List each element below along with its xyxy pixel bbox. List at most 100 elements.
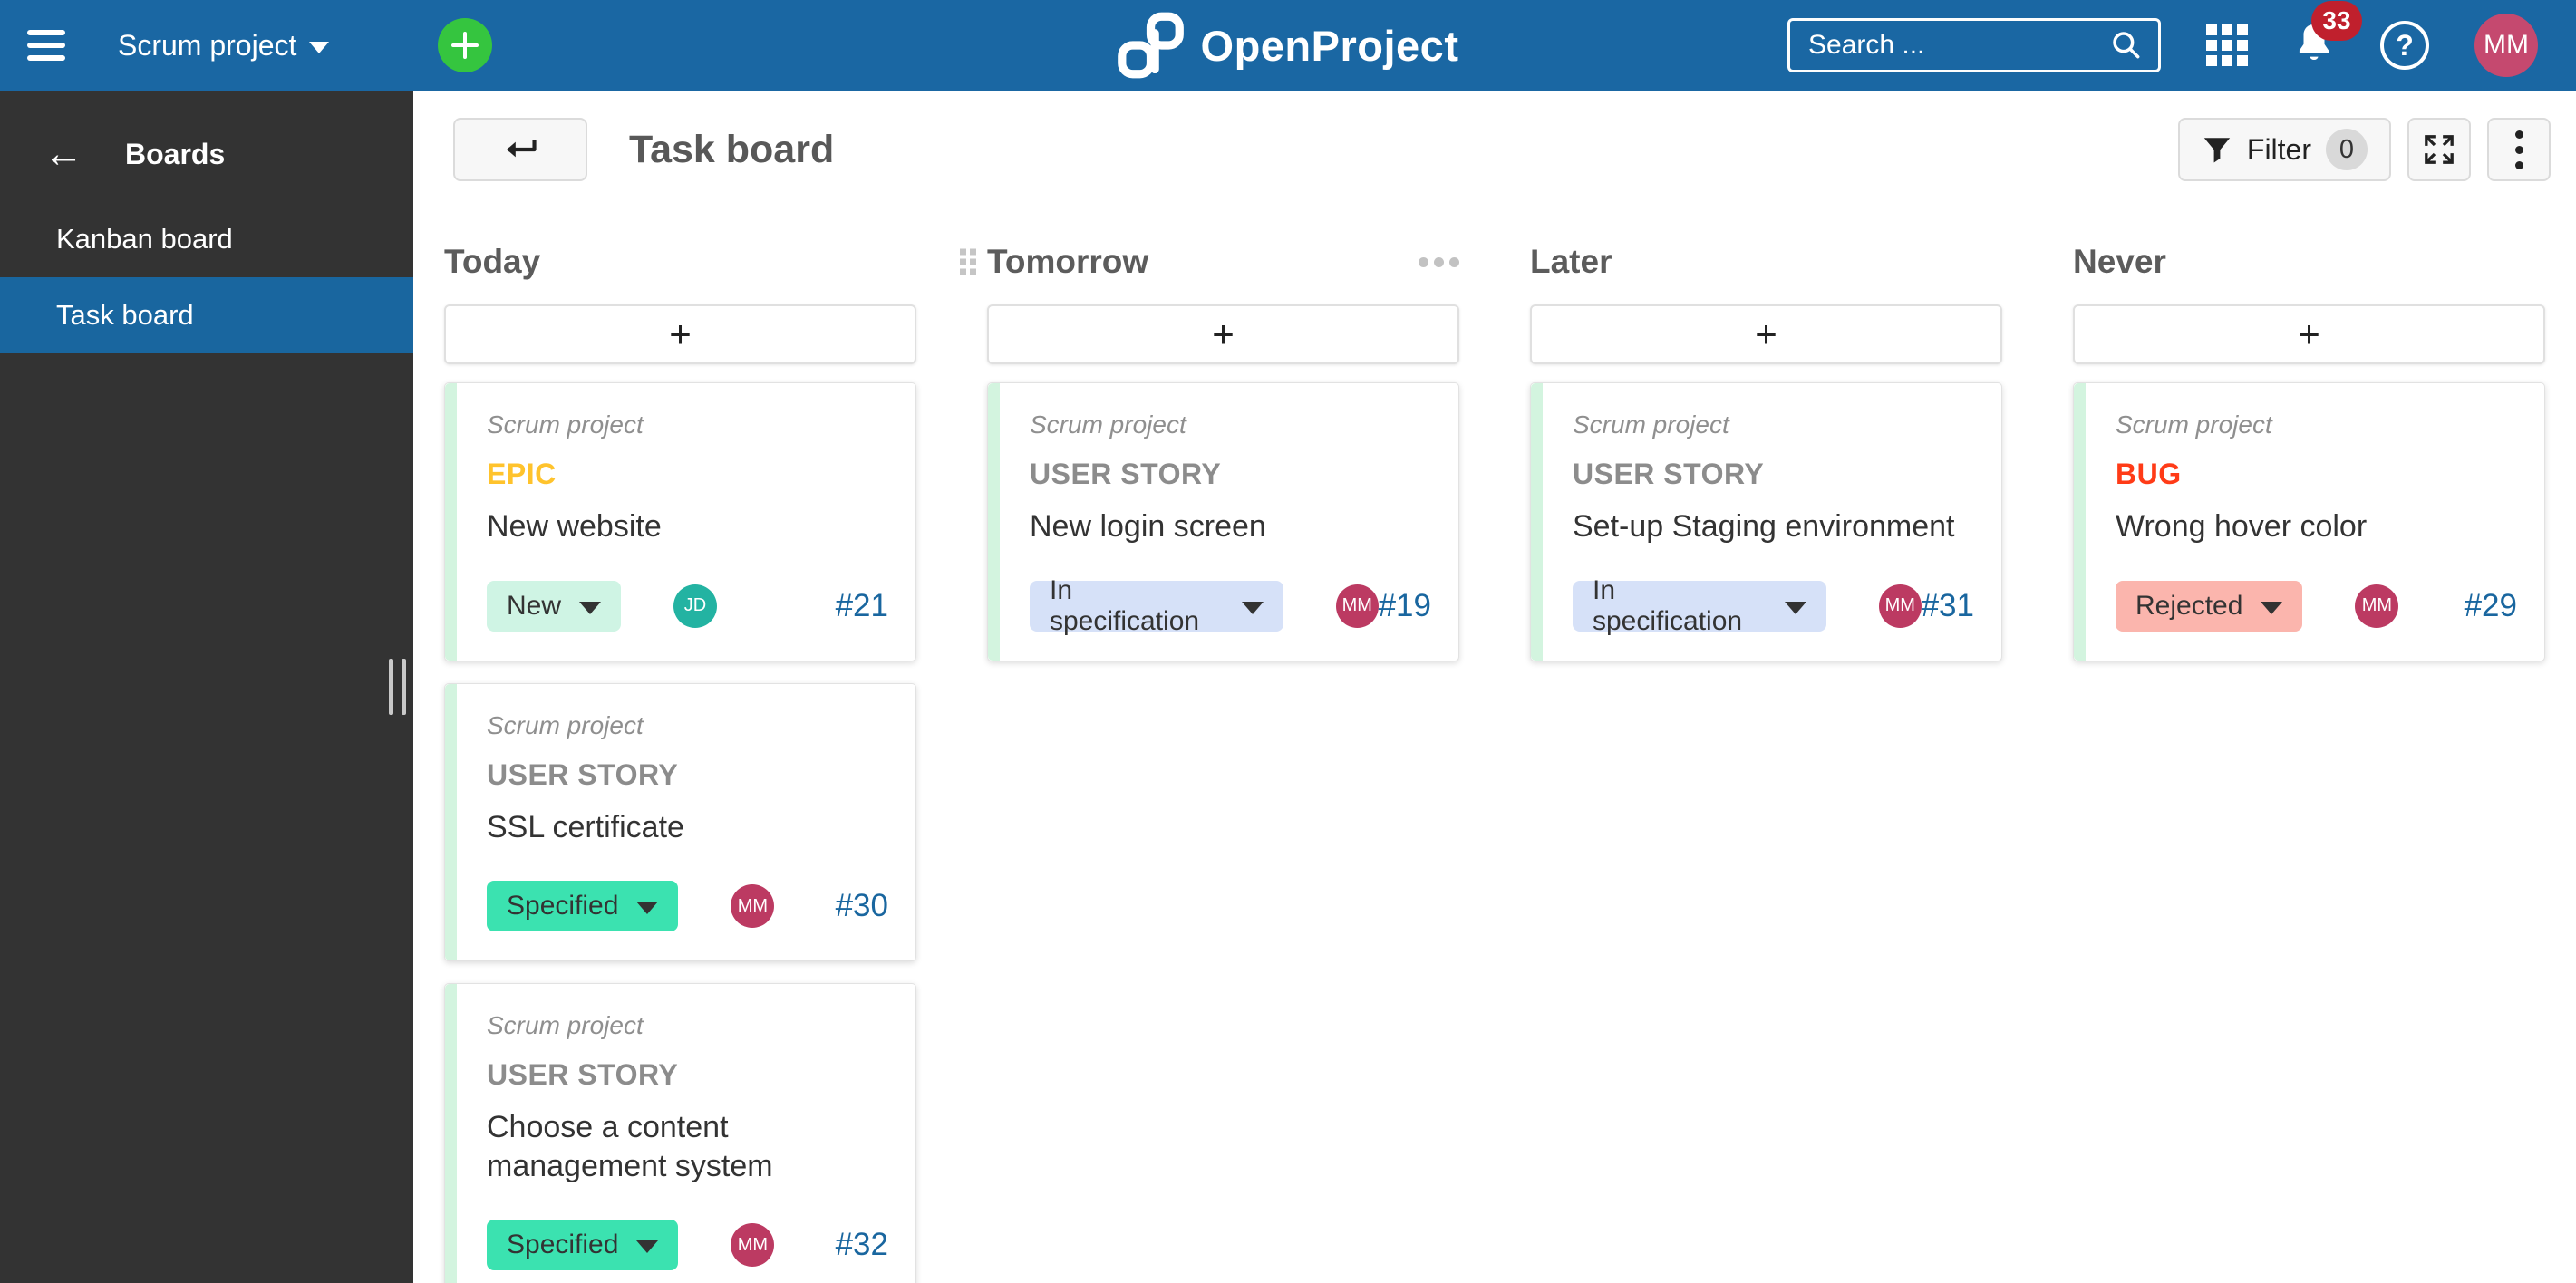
board-column-never: Never + Scrum project BUG Wrong hover color R… bbox=[2073, 241, 2545, 661]
work-package-id-link[interactable]: #30 bbox=[835, 888, 888, 923]
add-card-button[interactable]: + bbox=[987, 304, 1459, 364]
modules-grid-icon[interactable] bbox=[2206, 24, 2248, 66]
filter-button[interactable]: Filter 0 bbox=[2177, 118, 2391, 181]
card-list: Scrum project BUG Wrong hover color Rejecte… bbox=[2073, 382, 2545, 661]
global-search[interactable] bbox=[1787, 18, 2161, 72]
user-avatar[interactable]: MM bbox=[2474, 14, 2538, 77]
status-label: New bbox=[507, 590, 562, 621]
chevron-down-icon bbox=[636, 902, 659, 914]
work-package-card[interactable]: Scrum project USER STORY SSL certificate Sp… bbox=[444, 682, 916, 961]
assignee-avatar[interactable]: JD bbox=[673, 584, 718, 628]
card-type-label: EPIC bbox=[487, 458, 557, 490]
sidebar-item-task-board[interactable]: Task board bbox=[0, 277, 413, 353]
card-accent-strip bbox=[445, 383, 457, 661]
work-package-card[interactable]: Scrum project USER STORY Set-up Staging en… bbox=[1530, 382, 2002, 661]
status-label: Specified bbox=[507, 891, 619, 921]
card-accent-strip bbox=[988, 383, 1000, 661]
filter-label: Filter bbox=[2246, 132, 2311, 166]
work-package-id-link[interactable]: #19 bbox=[1378, 587, 1431, 623]
card-title[interactable]: SSL certificate bbox=[487, 809, 684, 844]
status-chip[interactable]: New bbox=[487, 580, 622, 632]
card-list: Scrum project EPIC New website New JD #21 Scru… bbox=[444, 382, 916, 1283]
project-selector-label: Scrum project bbox=[118, 28, 297, 62]
assignee-avatar[interactable]: MM bbox=[1335, 584, 1379, 628]
work-package-id-link[interactable]: #31 bbox=[1921, 587, 1974, 623]
notifications-bell[interactable]: 33 bbox=[2293, 0, 2362, 71]
assignee-avatar[interactable]: MM bbox=[731, 1223, 775, 1267]
status-label: In specification bbox=[1050, 574, 1200, 636]
chevron-down-icon bbox=[1784, 601, 1806, 614]
column-menu-icon[interactable] bbox=[1419, 256, 1459, 267]
global-add-button[interactable] bbox=[438, 18, 493, 72]
column-header: Tomorrow bbox=[960, 241, 1459, 283]
board-settings-menu-button[interactable] bbox=[2487, 118, 2551, 181]
chevron-down-icon bbox=[2261, 601, 2283, 614]
kebab-menu-icon bbox=[2514, 130, 2523, 169]
add-card-button[interactable]: + bbox=[1530, 304, 2002, 364]
card-list: Scrum project USER STORY Set-up Staging en… bbox=[1530, 382, 2002, 661]
work-package-card[interactable]: Scrum project USER STORY New login screen I… bbox=[987, 382, 1459, 661]
page-title: Task board bbox=[629, 127, 835, 171]
column-title: Today bbox=[444, 243, 541, 280]
card-list: Scrum project USER STORY New login screen I… bbox=[987, 382, 1459, 661]
filter-funnel-icon bbox=[2203, 138, 2231, 163]
sidebar-resize-handle[interactable] bbox=[389, 659, 406, 715]
sidebar-item-kanban-board[interactable]: Kanban board bbox=[56, 223, 233, 255]
status-label: In specification bbox=[1593, 574, 1743, 636]
project-selector[interactable]: Scrum project bbox=[118, 28, 330, 63]
status-chip[interactable]: Specified bbox=[487, 1220, 679, 1270]
status-label: Rejected bbox=[2135, 590, 2243, 621]
sidebar: ← Boards Kanban board Task board bbox=[0, 91, 413, 1283]
card-footer: In specification MM #19 bbox=[1030, 575, 1431, 636]
card-project-label: Scrum project bbox=[1030, 410, 1186, 439]
plus-icon bbox=[451, 32, 479, 59]
main-content: Task board Filter 0 Today + Scrum project E… bbox=[413, 91, 2576, 1283]
card-title[interactable]: New website bbox=[487, 509, 662, 544]
card-project-label: Scrum project bbox=[487, 1011, 644, 1039]
card-title[interactable]: Wrong hover color bbox=[2116, 509, 2368, 544]
status-chip[interactable]: In specification bbox=[1030, 575, 1283, 636]
drag-handle-icon[interactable] bbox=[960, 248, 976, 275]
openproject-logo[interactable]: OpenProject bbox=[1118, 12, 1459, 79]
status-label: Specified bbox=[507, 1230, 619, 1259]
back-arrow-icon[interactable]: ← bbox=[44, 131, 83, 176]
help-icon[interactable]: ? bbox=[2380, 21, 2429, 70]
sidebar-items: Kanban board Task board bbox=[0, 201, 413, 353]
status-chip[interactable]: Specified bbox=[487, 881, 679, 931]
work-package-id-link[interactable]: #29 bbox=[2464, 587, 2517, 623]
column-header: Later bbox=[1530, 241, 2002, 283]
assignee-avatar[interactable]: MM bbox=[2355, 584, 2399, 628]
assignee-avatar[interactable]: MM bbox=[731, 884, 775, 928]
work-package-id-link[interactable]: #32 bbox=[835, 1227, 888, 1262]
card-accent-strip bbox=[2074, 383, 2086, 661]
card-title[interactable]: New login screen bbox=[1030, 509, 1266, 544]
assignee-avatar[interactable]: MM bbox=[1878, 584, 1922, 628]
hamburger-menu-icon[interactable] bbox=[27, 30, 65, 61]
card-footer: New JD #21 bbox=[487, 580, 888, 632]
column-title: Tomorrow bbox=[987, 243, 1149, 280]
status-chip[interactable]: Rejected bbox=[2116, 580, 2303, 632]
add-card-button[interactable]: + bbox=[444, 304, 916, 364]
top-navigation-bar: Scrum project OpenProject 33 ? MM bbox=[0, 0, 2576, 91]
card-footer: In specification MM #31 bbox=[1573, 575, 1974, 636]
work-package-card[interactable]: Scrum project EPIC New website New JD #21 bbox=[444, 382, 916, 661]
search-input[interactable] bbox=[1808, 30, 2109, 61]
openproject-logo-icon bbox=[1118, 12, 1184, 79]
fullscreen-button[interactable] bbox=[2407, 118, 2471, 181]
toolbar-right: Filter 0 bbox=[2177, 118, 2551, 181]
status-chip[interactable]: In specification bbox=[1573, 575, 1826, 636]
card-type-label: USER STORY bbox=[1030, 458, 1222, 490]
fullscreen-icon bbox=[2425, 135, 2454, 164]
card-title[interactable]: Set-up Staging environment bbox=[1573, 509, 1955, 544]
card-accent-strip bbox=[1531, 383, 1543, 661]
search-icon bbox=[2113, 32, 2140, 59]
card-accent-strip bbox=[445, 984, 457, 1283]
work-package-card[interactable]: Scrum project BUG Wrong hover color Rejecte… bbox=[2073, 382, 2545, 661]
add-card-button[interactable]: + bbox=[2073, 304, 2545, 364]
work-package-card[interactable]: Scrum project USER STORY Choose a content … bbox=[444, 983, 916, 1283]
card-title[interactable]: Choose a content management system bbox=[487, 1110, 773, 1183]
column-header: Never bbox=[2073, 241, 2545, 283]
back-to-boards-button[interactable] bbox=[453, 118, 587, 181]
topbar-right-cluster: 33 ? MM bbox=[1787, 0, 2538, 77]
work-package-id-link[interactable]: #21 bbox=[835, 587, 888, 623]
